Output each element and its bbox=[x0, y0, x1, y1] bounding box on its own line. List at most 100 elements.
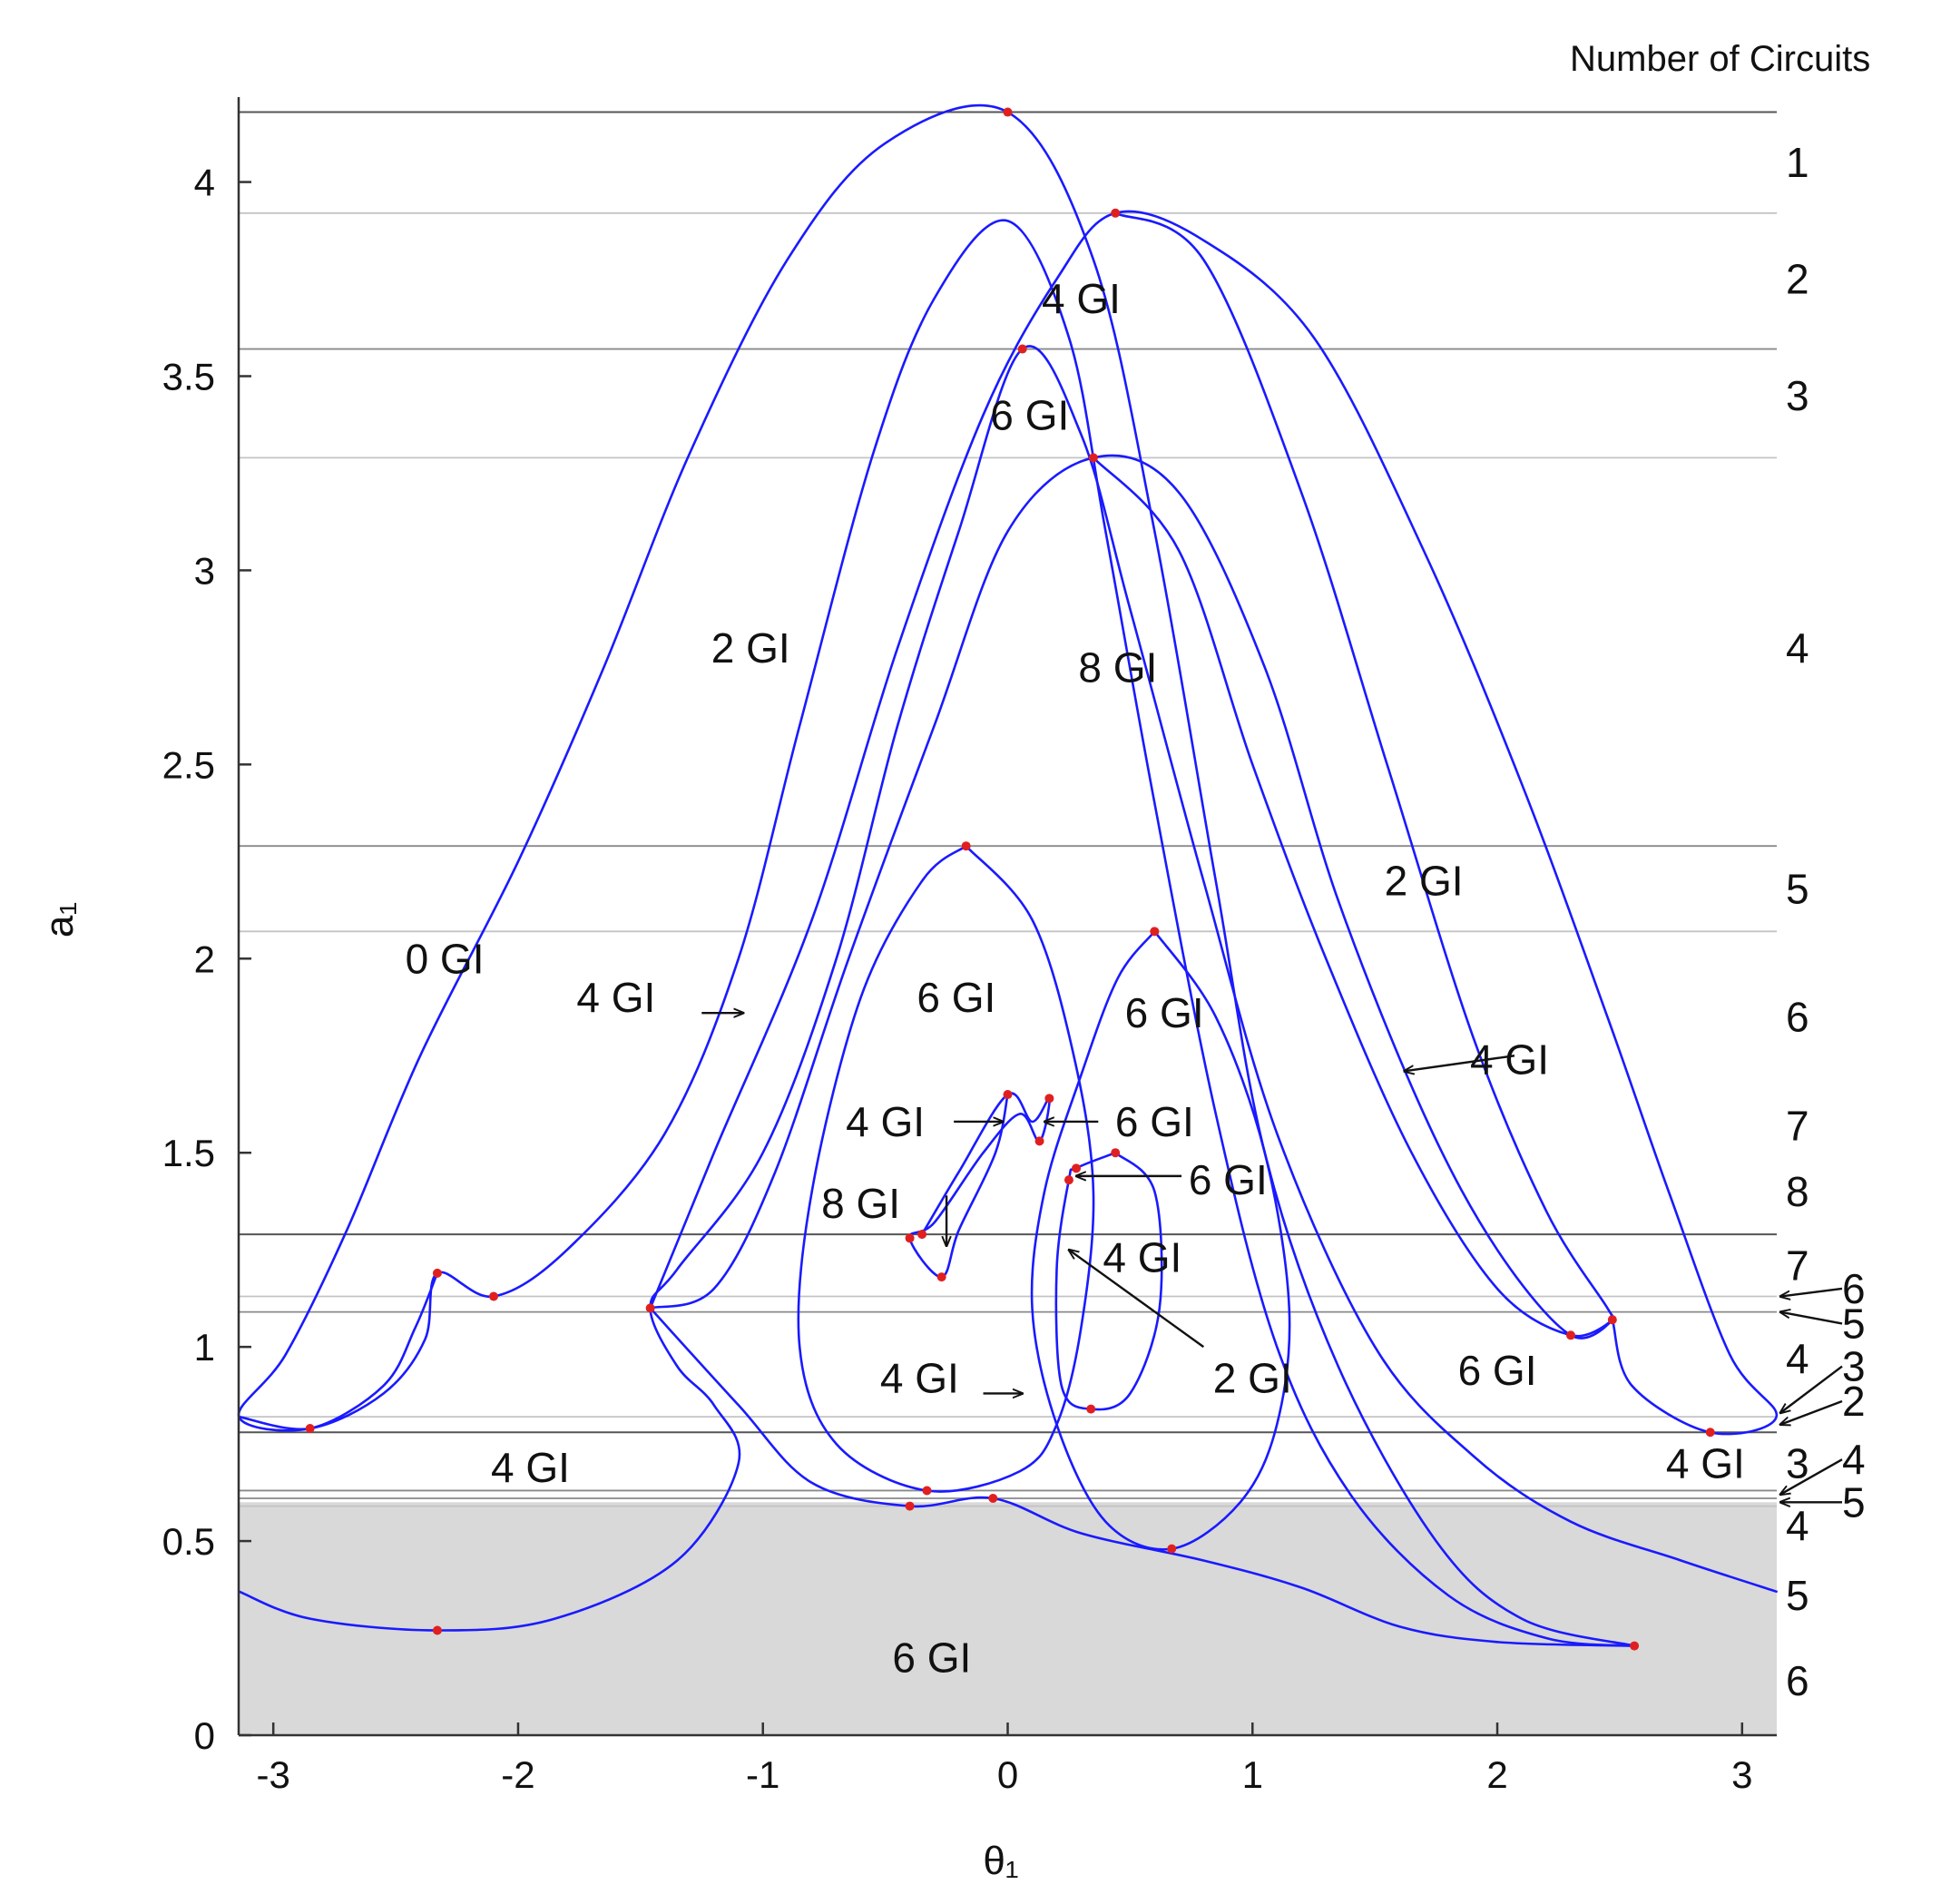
region-label: 6 GI bbox=[1458, 1347, 1537, 1394]
x-tick-label: 3 bbox=[1731, 1753, 1752, 1796]
region-label: 4 GI bbox=[1042, 275, 1121, 322]
annotation-arrows bbox=[701, 1013, 1515, 1393]
y-tick-label: 3.5 bbox=[162, 356, 215, 398]
cusp-point bbox=[1064, 1175, 1073, 1185]
curve bbox=[238, 219, 1636, 1647]
y-tick-label: 0.5 bbox=[162, 1520, 215, 1563]
cusp-point bbox=[922, 1486, 932, 1496]
circuit-count-label-outside: 6 bbox=[1842, 1265, 1866, 1312]
circuit-count-label: 6 bbox=[1786, 1657, 1809, 1704]
shaded-region bbox=[239, 1502, 1777, 1735]
circuit-count-label: 7 bbox=[1786, 1102, 1809, 1149]
region-label: 2 GI bbox=[1385, 858, 1464, 905]
y-axis-title: a₁ bbox=[37, 902, 82, 937]
curve bbox=[237, 103, 1636, 1647]
curve bbox=[649, 210, 1778, 1436]
y-tick-label: 2.5 bbox=[162, 743, 215, 786]
annotation-arrow bbox=[1069, 1250, 1205, 1349]
horizontal-threshold-lines bbox=[239, 111, 1777, 1507]
cusp-points bbox=[305, 107, 1715, 1651]
x-tick-label: -2 bbox=[501, 1753, 534, 1796]
circuit-pointer-arrow bbox=[1780, 1365, 1843, 1413]
y-tick-label: 1 bbox=[194, 1326, 215, 1369]
x-tick-label: -1 bbox=[746, 1753, 779, 1796]
cusp-point bbox=[432, 1625, 442, 1635]
region-label: 2 GI bbox=[711, 624, 790, 672]
region-label: 6 GI bbox=[990, 391, 1069, 438]
cusp-point bbox=[988, 1494, 998, 1504]
cusp-point bbox=[1607, 1315, 1617, 1325]
cusp-point bbox=[1167, 1544, 1177, 1554]
region-label: 4 GI bbox=[491, 1444, 570, 1491]
y-tick-label: 4 bbox=[194, 162, 215, 204]
region-label: 4 GI bbox=[1103, 1234, 1181, 1281]
region-labels: 4 GI6 GI2 GI 8 GI2 GI0 GI4 GI 6 GI 6 GI4 GI… bbox=[406, 275, 1745, 1682]
circuit-count-label: 3 bbox=[1786, 372, 1809, 419]
curve bbox=[649, 1307, 1636, 1647]
circuit-count-label-outside: 5 bbox=[1842, 1300, 1866, 1347]
circuit-pointer-arrow bbox=[1780, 1399, 1843, 1425]
circuit-count-label: 3 bbox=[1786, 1440, 1809, 1487]
axes: -3 -2 -1 0 1 2 3 0 0.5 1 1.5 2 2.5 3 3.5 4 bbox=[162, 97, 1777, 1796]
x-tick-label: 1 bbox=[1242, 1753, 1263, 1796]
cusp-point bbox=[1150, 927, 1160, 937]
region-label: 4 GI bbox=[880, 1354, 959, 1401]
cusp-point bbox=[1072, 1163, 1082, 1173]
x-tick-label: -3 bbox=[257, 1753, 290, 1796]
y-tick-label: 1.5 bbox=[162, 1132, 215, 1174]
y-tick-label: 0 bbox=[194, 1714, 215, 1757]
cusp-point bbox=[1034, 1136, 1044, 1146]
circuit-pointer-arrow bbox=[1780, 1312, 1843, 1325]
circuit-count-label: 7 bbox=[1786, 1242, 1809, 1289]
circuit-count-label: 4 bbox=[1786, 1502, 1809, 1549]
region-label: 2 GI bbox=[1213, 1354, 1292, 1401]
cusp-point bbox=[1017, 344, 1027, 354]
cusp-point bbox=[1705, 1428, 1715, 1438]
cusp-point bbox=[961, 841, 971, 851]
cusp-point bbox=[645, 1303, 655, 1313]
curve bbox=[1030, 930, 1291, 1551]
cusp-point bbox=[488, 1291, 498, 1301]
circuit-pointer-arrow bbox=[1780, 1458, 1843, 1495]
region-label: 6 GI bbox=[917, 974, 995, 1021]
cusp-point bbox=[1044, 1094, 1054, 1104]
cusp-point bbox=[1111, 208, 1121, 218]
y-tick-label: 3 bbox=[194, 549, 215, 592]
cusp-point bbox=[1088, 453, 1098, 463]
region-label: 8 GI bbox=[1078, 643, 1157, 691]
circuit-pointer-arrow bbox=[1780, 1287, 1843, 1297]
curve bbox=[1054, 1151, 1163, 1411]
circuit-count-label-outside: 5 bbox=[1842, 1478, 1866, 1526]
circuit-count-label: 1 bbox=[1786, 139, 1809, 186]
circuit-count-label: 2 bbox=[1786, 256, 1809, 303]
circuit-count-label-outside: 4 bbox=[1842, 1436, 1866, 1483]
region-label: 6 GI bbox=[1189, 1156, 1268, 1203]
curve bbox=[649, 454, 1614, 1340]
circuit-count-label: 6 bbox=[1786, 993, 1809, 1040]
cusp-point bbox=[1003, 107, 1013, 117]
x-axis-title: θ₁ bbox=[983, 1839, 1018, 1883]
region-label: 4 GI bbox=[1666, 1440, 1745, 1487]
cusp-point bbox=[1111, 1148, 1121, 1158]
annotation-arrow bbox=[1405, 1055, 1515, 1071]
circuit-count-label: 8 bbox=[1786, 1168, 1809, 1215]
region-label: 0 GI bbox=[406, 935, 485, 982]
cusp-point bbox=[1086, 1404, 1096, 1414]
y-tick-label: 2 bbox=[194, 937, 215, 980]
cusp-point bbox=[1630, 1641, 1640, 1651]
cusp-point bbox=[432, 1268, 442, 1278]
x-tick-label: 0 bbox=[997, 1753, 1018, 1796]
right-header: Number of Circuits bbox=[1570, 39, 1870, 79]
region-label: 8 GI bbox=[821, 1180, 900, 1227]
curve bbox=[797, 844, 1095, 1493]
cusp-point bbox=[905, 1501, 915, 1511]
circuit-count-label: 4 bbox=[1786, 624, 1809, 672]
region-label: 6 GI bbox=[1115, 1098, 1194, 1145]
circuit-count-label: 5 bbox=[1786, 1572, 1809, 1619]
curve bbox=[238, 345, 1778, 1632]
curve-series bbox=[237, 103, 1778, 1647]
region-label: 4 GI bbox=[846, 1098, 925, 1145]
cusp-point bbox=[936, 1272, 946, 1282]
circuit-count-label: 4 bbox=[1786, 1335, 1809, 1382]
